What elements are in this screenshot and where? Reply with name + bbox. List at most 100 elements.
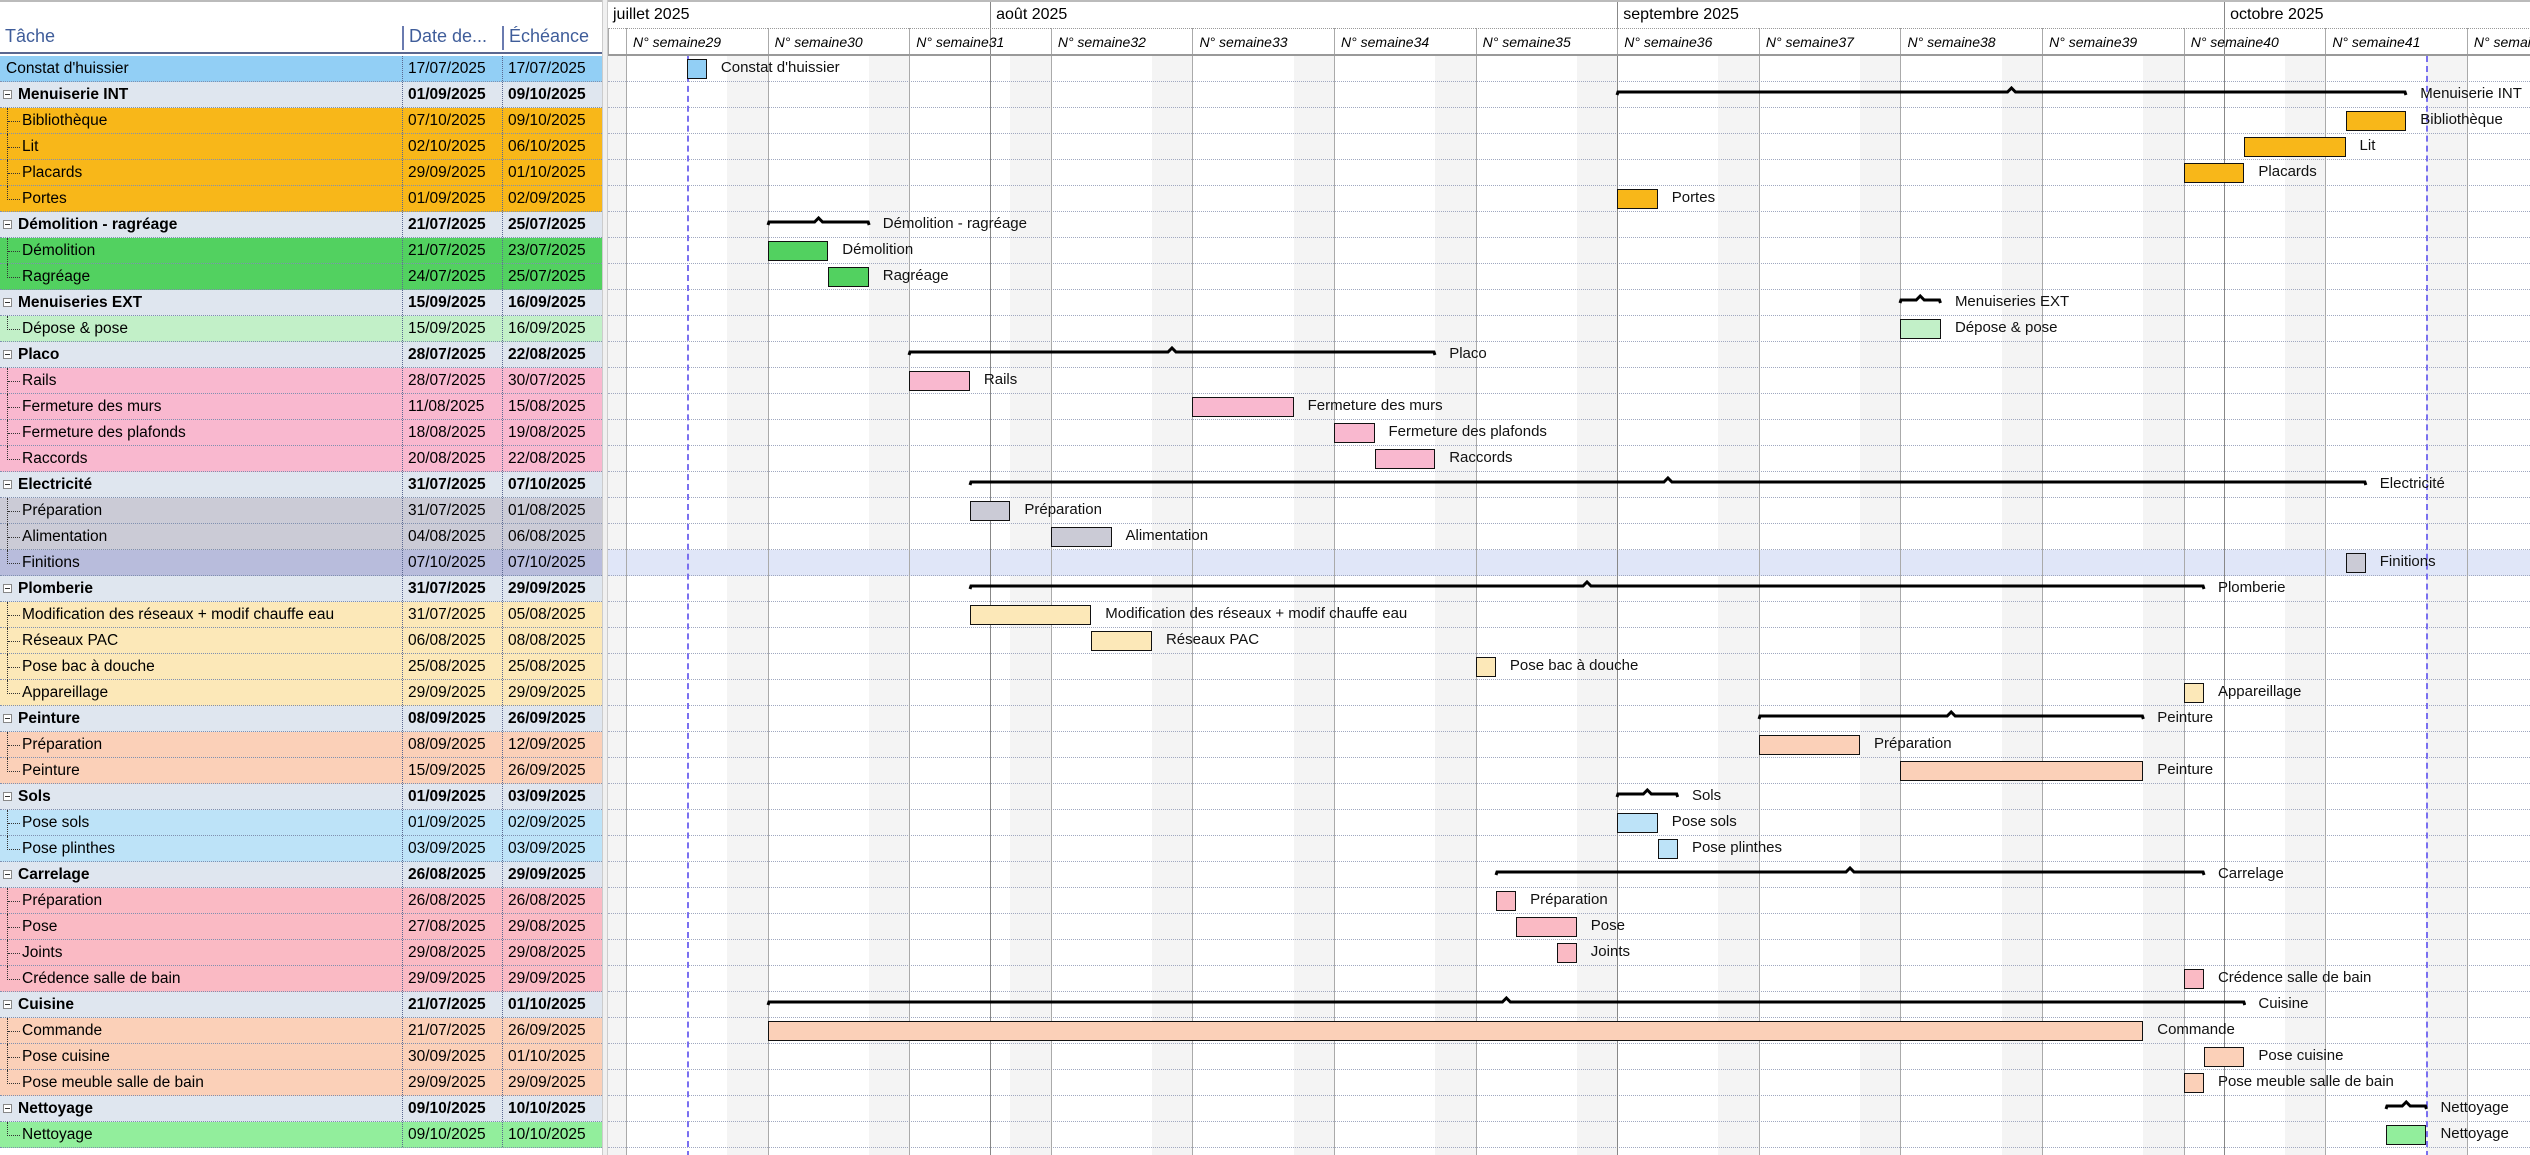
- task-row[interactable]: Fermeture des murs 11/08/2025 15/08/2025: [0, 394, 602, 420]
- task-bar[interactable]: [2203, 1047, 2245, 1067]
- task-row[interactable]: Pose meuble salle de bain 29/09/2025 29/09…: [0, 1070, 602, 1096]
- task-bar[interactable]: [1617, 813, 1658, 833]
- task-row[interactable]: Finitions 07/10/2025 07/10/2025: [0, 550, 602, 576]
- task-row[interactable]: Nettoyage 09/10/2025 10/10/2025: [0, 1122, 602, 1148]
- summary-bracket[interactable]: [1615, 787, 1680, 801]
- task-row[interactable]: Modification des réseaux + modif chauffe…: [0, 602, 602, 628]
- task-bar[interactable]: [2183, 1073, 2204, 1093]
- group-row[interactable]: Placo 28/07/2025 22/08/2025: [0, 342, 602, 368]
- group-row[interactable]: Plomberie 31/07/2025 29/09/2025: [0, 576, 602, 602]
- collapse-toggle-icon[interactable]: [3, 1104, 12, 1113]
- group-row[interactable]: Démolition - ragréage 21/07/2025 25/07/202…: [0, 212, 602, 238]
- summary-bracket[interactable]: [1494, 865, 2206, 879]
- task-row[interactable]: Joints 29/08/2025 29/08/2025: [0, 940, 602, 966]
- column-header-task[interactable]: Tâche: [5, 26, 56, 46]
- task-row[interactable]: Raccords 20/08/2025 22/08/2025: [0, 446, 602, 472]
- task-row[interactable]: Appareillage 29/09/2025 29/09/2025: [0, 680, 602, 706]
- task-bar[interactable]: [1556, 943, 1577, 963]
- collapse-toggle-icon[interactable]: [3, 298, 12, 307]
- collapse-toggle-icon[interactable]: [3, 220, 12, 229]
- task-bar[interactable]: [686, 59, 707, 79]
- task-bar[interactable]: [1900, 761, 2144, 781]
- task-row[interactable]: Pose 27/08/2025 29/08/2025: [0, 914, 602, 940]
- group-row[interactable]: Nettoyage 09/10/2025 10/10/2025: [0, 1096, 602, 1122]
- task-row[interactable]: Ragréage 24/07/2025 25/07/2025: [0, 264, 602, 290]
- summary-bracket[interactable]: [766, 995, 2247, 1009]
- task-bar[interactable]: [1091, 631, 1152, 651]
- task-bar[interactable]: [2386, 1125, 2427, 1145]
- column-header-due-date[interactable]: Échéance: [502, 26, 602, 50]
- task-row[interactable]: Commande 21/07/2025 26/09/2025: [0, 1018, 602, 1044]
- task-row[interactable]: Constat d'huissier 17/07/2025 17/07/2025: [0, 56, 602, 82]
- pane-splitter[interactable]: [602, 0, 608, 1155]
- collapse-toggle-icon[interactable]: [3, 584, 12, 593]
- summary-bracket[interactable]: [2384, 1099, 2428, 1113]
- task-row[interactable]: Rails 28/07/2025 30/07/2025: [0, 368, 602, 394]
- group-row[interactable]: Peinture 08/09/2025 26/09/2025: [0, 706, 602, 732]
- task-row[interactable]: Peinture 15/09/2025 26/09/2025: [0, 758, 602, 784]
- summary-bracket[interactable]: [1615, 85, 2408, 99]
- task-bar[interactable]: [767, 241, 829, 261]
- group-row[interactable]: Menuiserie INT 01/09/2025 09/10/2025: [0, 82, 602, 108]
- task-bar[interactable]: [2244, 137, 2346, 157]
- group-row[interactable]: Electricité 31/07/2025 07/10/2025: [0, 472, 602, 498]
- task-bar[interactable]: [2183, 163, 2245, 183]
- row-gridline: [608, 653, 2530, 654]
- task-bar[interactable]: [2345, 553, 2366, 573]
- summary-bracket[interactable]: [907, 345, 1437, 359]
- task-bar[interactable]: [1475, 657, 1496, 677]
- collapse-toggle-icon[interactable]: [3, 792, 12, 801]
- task-row[interactable]: Alimentation 04/08/2025 06/08/2025: [0, 524, 602, 550]
- group-row[interactable]: Menuiseries EXT 15/09/2025 16/09/2025: [0, 290, 602, 316]
- group-row[interactable]: Carrelage 26/08/2025 29/09/2025: [0, 862, 602, 888]
- column-header-start-date[interactable]: Date de...: [402, 26, 502, 50]
- task-bar[interactable]: [1374, 449, 1436, 469]
- task-bar[interactable]: [1657, 839, 1678, 859]
- task-bar[interactable]: [2345, 111, 2407, 131]
- task-bar[interactable]: [2183, 683, 2204, 703]
- task-row[interactable]: Pose plinthes 03/09/2025 03/09/2025: [0, 836, 602, 862]
- task-row[interactable]: Préparation 08/09/2025 12/09/2025: [0, 732, 602, 758]
- task-bar[interactable]: [1334, 423, 1375, 443]
- collapse-toggle-icon[interactable]: [3, 714, 12, 723]
- summary-bracket[interactable]: [968, 579, 2206, 593]
- task-row[interactable]: Préparation 31/07/2025 01/08/2025: [0, 498, 602, 524]
- task-bar[interactable]: [1495, 891, 1517, 911]
- task-row[interactable]: Réseaux PAC 06/08/2025 08/08/2025: [0, 628, 602, 654]
- task-bar[interactable]: [1900, 319, 1941, 339]
- task-bar[interactable]: [909, 371, 970, 391]
- task-row[interactable]: Préparation 26/08/2025 26/08/2025: [0, 888, 602, 914]
- task-row[interactable]: Bibliothèque 07/10/2025 09/10/2025: [0, 108, 602, 134]
- collapse-toggle-icon[interactable]: [3, 350, 12, 359]
- task-bar[interactable]: [767, 1021, 2144, 1041]
- task-row[interactable]: Placards 29/09/2025 01/10/2025: [0, 160, 602, 186]
- collapse-toggle-icon[interactable]: [3, 870, 12, 879]
- task-row[interactable]: Portes 01/09/2025 02/09/2025: [0, 186, 602, 212]
- group-row[interactable]: Sols 01/09/2025 03/09/2025: [0, 784, 602, 810]
- task-row[interactable]: Pose cuisine 30/09/2025 01/10/2025: [0, 1044, 602, 1070]
- collapse-toggle-icon[interactable]: [3, 480, 12, 489]
- task-row[interactable]: Fermeture des plafonds 18/08/2025 19/08/20…: [0, 420, 602, 446]
- summary-bracket[interactable]: [1757, 709, 2145, 723]
- task-bar[interactable]: [2183, 969, 2204, 989]
- task-row[interactable]: Démolition 21/07/2025 23/07/2025: [0, 238, 602, 264]
- task-bar[interactable]: [1516, 917, 1577, 937]
- summary-bracket[interactable]: [968, 475, 2368, 489]
- task-bar[interactable]: [1192, 397, 1294, 417]
- summary-bracket[interactable]: [1898, 293, 1943, 307]
- task-bar[interactable]: [969, 501, 1011, 521]
- task-bar[interactable]: [828, 267, 869, 287]
- task-bar[interactable]: [1758, 735, 1861, 755]
- task-row[interactable]: Lit 02/10/2025 06/10/2025: [0, 134, 602, 160]
- task-bar[interactable]: [1050, 527, 1112, 547]
- task-bar[interactable]: [1617, 189, 1658, 209]
- summary-bracket[interactable]: [766, 215, 871, 229]
- task-bar[interactable]: [969, 605, 1092, 625]
- group-row[interactable]: Cuisine 21/07/2025 01/10/2025: [0, 992, 602, 1018]
- collapse-toggle-icon[interactable]: [3, 90, 12, 99]
- task-row[interactable]: Crédence salle de bain 29/09/2025 29/09/20…: [0, 966, 602, 992]
- task-row[interactable]: Pose bac à douche 25/08/2025 25/08/2025: [0, 654, 602, 680]
- task-row[interactable]: Dépose & pose 15/09/2025 16/09/2025: [0, 316, 602, 342]
- task-row[interactable]: Pose sols 01/09/2025 02/09/2025: [0, 810, 602, 836]
- collapse-toggle-icon[interactable]: [3, 1000, 12, 1009]
